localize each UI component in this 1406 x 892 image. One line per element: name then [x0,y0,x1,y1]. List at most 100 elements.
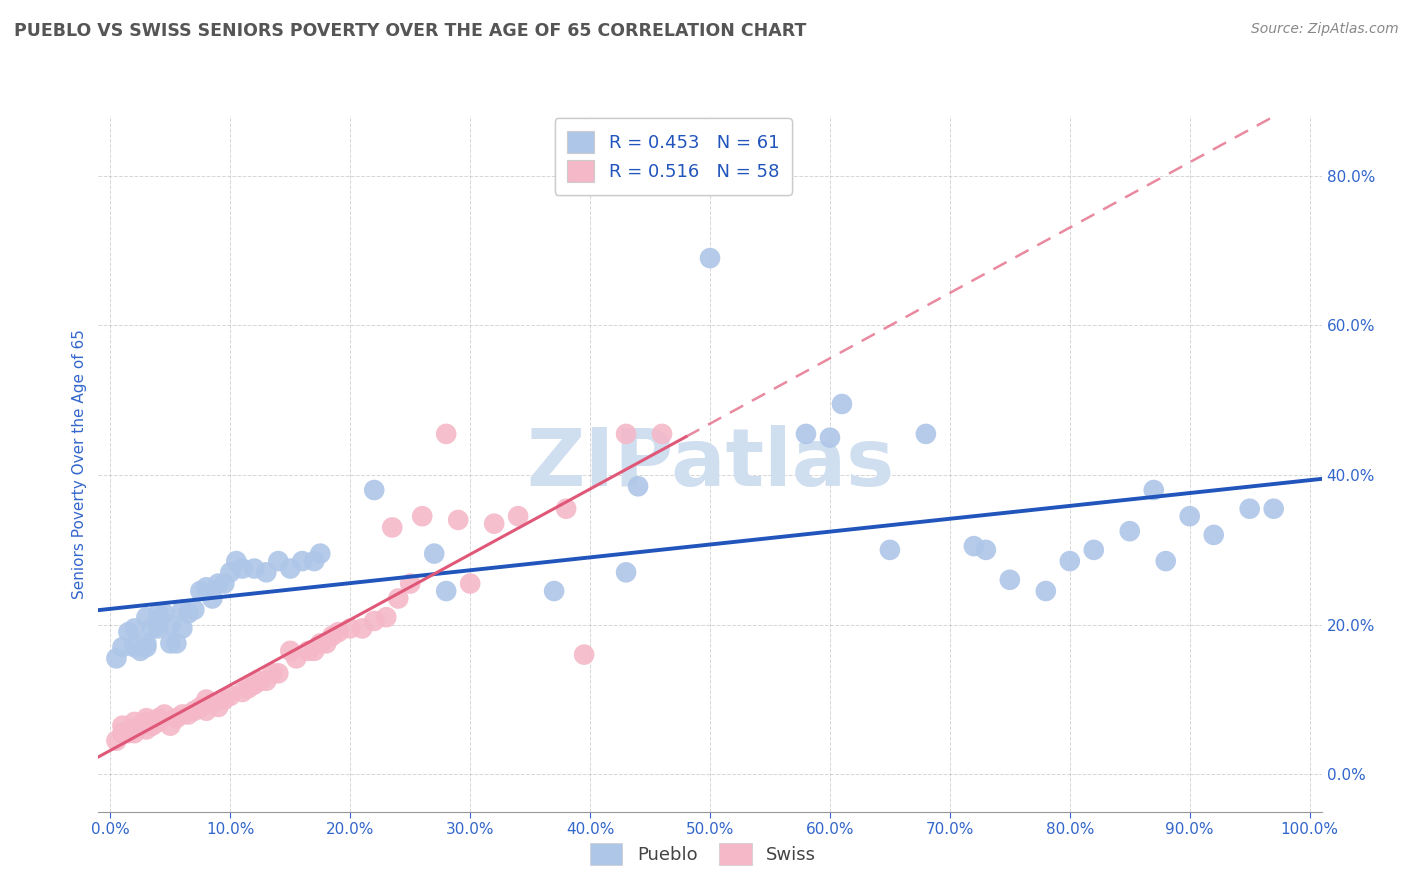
Point [328,625,350,640]
Point [117,726,139,740]
Point [254,566,277,580]
Point [458,576,481,591]
Point [195,704,218,718]
Point [148,714,170,729]
Point [304,644,326,658]
Point [363,483,385,497]
Point [651,426,673,441]
Point [201,591,224,606]
Point [207,700,229,714]
Point [214,576,236,591]
Point [304,554,326,568]
Point [135,714,157,729]
Point [172,603,194,617]
Point [278,561,301,575]
Point [148,617,170,632]
Point [105,733,128,747]
Point [1143,483,1166,497]
Point [111,726,134,740]
Point [434,584,457,599]
Point [249,673,271,688]
Point [172,707,194,722]
Point [135,723,157,737]
Point [508,509,530,524]
Point [423,547,446,561]
Point [963,539,986,553]
Point [135,640,157,654]
Point [141,622,163,636]
Point [1083,542,1105,557]
Legend: Pueblo, Swiss: Pueblo, Swiss [581,834,825,874]
Point [831,397,853,411]
Point [111,640,134,654]
Point [381,520,404,534]
Point [352,622,374,636]
Point [159,636,181,650]
Point [165,711,187,725]
Point [231,561,253,575]
Y-axis label: Seniors Poverty Over the Age of 65: Seniors Poverty Over the Age of 65 [72,329,87,599]
Point [105,651,128,665]
Point [111,719,134,733]
Point [555,501,578,516]
Point [1119,524,1142,538]
Point [135,636,157,650]
Point [915,426,938,441]
Legend: R = 0.453   N = 61, R = 0.516   N = 58: R = 0.453 N = 61, R = 0.516 N = 58 [555,118,792,194]
Point [614,426,637,441]
Point [285,651,308,665]
Point [1263,501,1285,516]
Point [278,644,301,658]
Point [262,666,284,681]
Point [818,431,841,445]
Point [148,622,170,636]
Point [177,607,200,621]
Point [148,711,170,725]
Point [124,726,146,740]
Point [254,673,277,688]
Point [309,547,332,561]
Point [129,719,152,733]
Point [188,584,211,599]
Point [195,580,218,594]
Point [879,542,901,557]
Point [572,648,595,662]
Point [699,251,721,265]
Point [172,622,194,636]
Point [159,719,181,733]
Point [129,644,152,658]
Point [124,640,146,654]
Point [238,681,260,696]
Point [1059,554,1081,568]
Point [1178,509,1201,524]
Point [135,610,157,624]
Point [411,509,433,524]
Point [627,479,650,493]
Point [225,554,247,568]
Point [219,566,242,580]
Point [195,692,218,706]
Point [148,607,170,621]
Point [291,554,314,568]
Point [297,644,319,658]
Text: Source: ZipAtlas.com: Source: ZipAtlas.com [1251,22,1399,37]
Point [482,516,505,531]
Point [1239,501,1261,516]
Point [201,696,224,710]
Point [1154,554,1177,568]
Point [219,689,242,703]
Point [998,573,1021,587]
Point [124,622,146,636]
Point [447,513,470,527]
Point [153,707,176,722]
Point [243,677,266,691]
Point [231,685,253,699]
Point [214,692,236,706]
Point [387,591,409,606]
Point [165,636,187,650]
Point [135,711,157,725]
Point [794,426,817,441]
Point [188,700,211,714]
Point [207,576,229,591]
Point [117,625,139,640]
